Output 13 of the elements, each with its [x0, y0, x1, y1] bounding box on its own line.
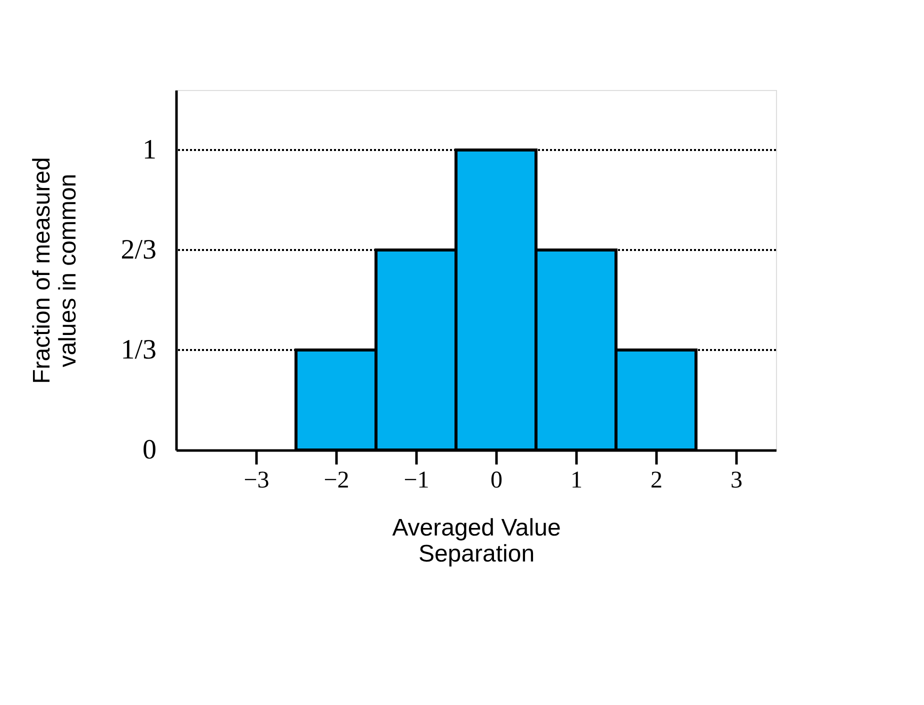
y-tick-label: 2/3	[120, 234, 156, 266]
x-tick-label: 0	[490, 468, 502, 494]
y-tick-label: 1/3	[120, 334, 156, 366]
x-tick-label: 3	[730, 468, 742, 494]
x-tick-label: 2	[650, 468, 662, 494]
x-tick-label: −1	[404, 468, 430, 494]
y-axis-title: Fraction of measured values in common	[28, 157, 82, 384]
y-tick-label: 1	[142, 134, 156, 166]
x-tick-label: −2	[324, 468, 350, 494]
x-axis-title: Averaged Value Separation	[392, 514, 561, 568]
x-tick-label: −3	[244, 468, 270, 494]
y-tick-label: 0	[142, 434, 156, 466]
x-tick-label: 1	[570, 468, 582, 494]
